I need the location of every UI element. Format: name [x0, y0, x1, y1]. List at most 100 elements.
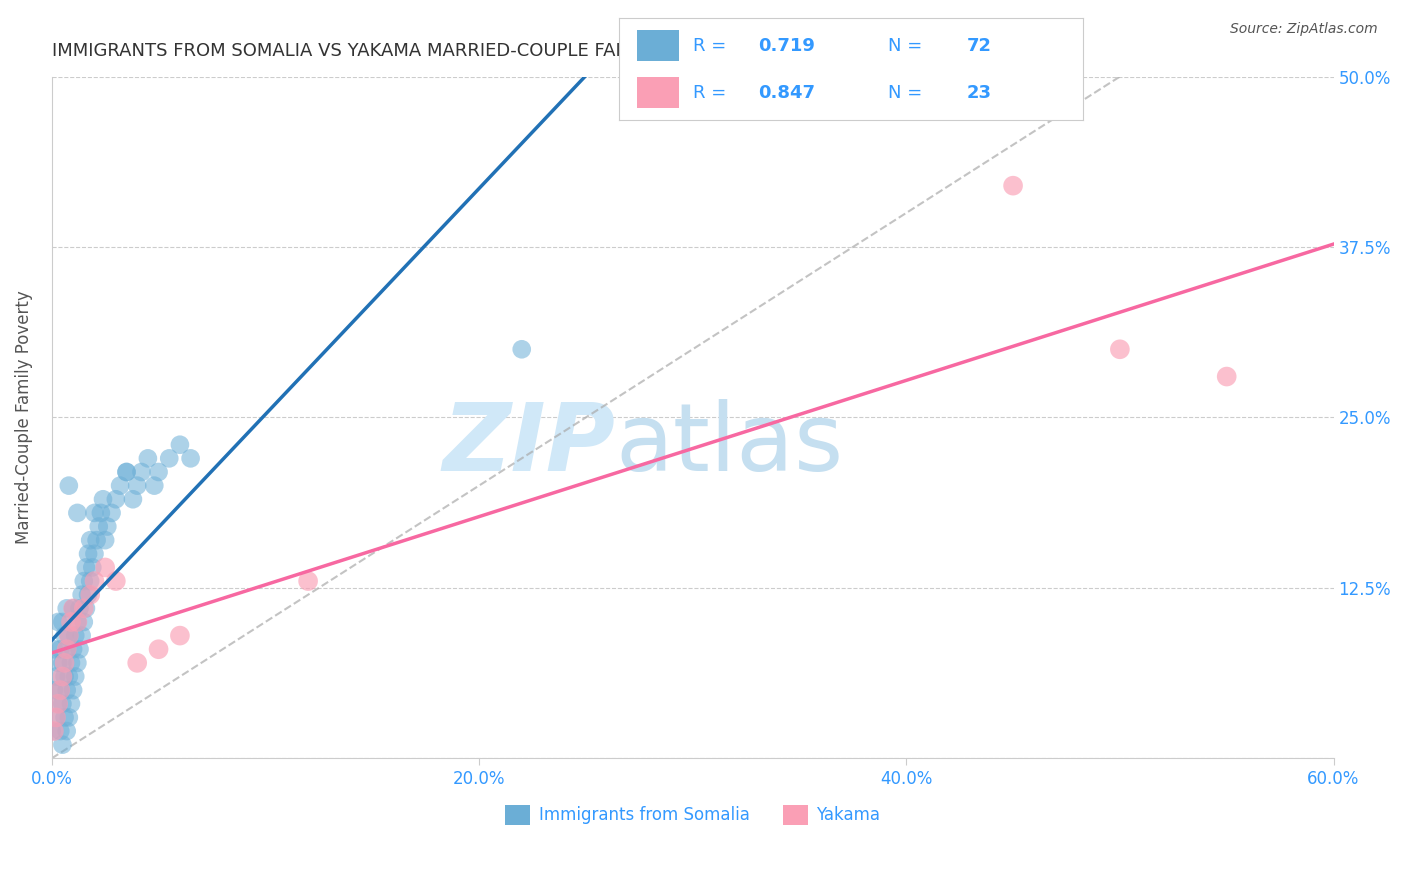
Text: 0.719: 0.719	[758, 37, 814, 54]
Point	[46, 697, 69, 711]
Point	[94, 533, 117, 548]
Text: R =: R =	[693, 84, 733, 102]
Point	[55, 642, 77, 657]
Point	[66, 656, 89, 670]
Point	[55, 724, 77, 739]
Point	[148, 465, 170, 479]
Point	[46, 697, 69, 711]
Point	[53, 710, 76, 724]
Point	[55, 601, 77, 615]
Point	[42, 642, 65, 657]
Point	[94, 560, 117, 574]
Text: N =: N =	[887, 37, 928, 54]
Text: 0.847: 0.847	[758, 84, 815, 102]
Point	[73, 574, 96, 588]
Point	[169, 629, 191, 643]
Point	[62, 642, 84, 657]
Point	[100, 506, 122, 520]
Point	[49, 683, 72, 698]
Point	[53, 669, 76, 683]
Point	[58, 478, 80, 492]
Point	[127, 656, 149, 670]
Point	[58, 629, 80, 643]
Point	[58, 710, 80, 724]
Point	[510, 343, 533, 357]
Point	[115, 465, 138, 479]
Point	[108, 478, 131, 492]
Point	[122, 492, 145, 507]
Point	[90, 506, 112, 520]
Point	[87, 519, 110, 533]
Point	[79, 574, 101, 588]
Point	[58, 629, 80, 643]
Point	[49, 683, 72, 698]
Point	[91, 492, 114, 507]
Point	[51, 669, 73, 683]
Point	[1215, 369, 1237, 384]
Text: 23: 23	[967, 84, 991, 102]
Text: atlas: atlas	[616, 399, 844, 491]
Point	[53, 629, 76, 643]
Text: Source: ZipAtlas.com: Source: ZipAtlas.com	[1230, 22, 1378, 37]
Point	[58, 669, 80, 683]
Point	[69, 601, 91, 615]
Text: 72: 72	[967, 37, 991, 54]
Point	[1002, 178, 1025, 193]
Point	[65, 669, 87, 683]
Point	[79, 588, 101, 602]
Point	[51, 656, 73, 670]
Point	[169, 438, 191, 452]
Point	[75, 601, 97, 615]
Point	[104, 492, 127, 507]
Point	[86, 533, 108, 548]
Point	[73, 615, 96, 629]
Point	[45, 710, 67, 724]
Point	[62, 683, 84, 698]
Point	[51, 615, 73, 629]
Point	[46, 615, 69, 629]
Point	[66, 615, 89, 629]
Bar	[637, 30, 679, 61]
Point	[148, 642, 170, 657]
Point	[127, 478, 149, 492]
Point	[83, 547, 105, 561]
Point	[115, 465, 138, 479]
Point	[83, 574, 105, 588]
Point	[104, 574, 127, 588]
Point	[41, 724, 63, 739]
Legend: Immigrants from Somalia, Yakama: Immigrants from Somalia, Yakama	[499, 798, 887, 831]
Point	[51, 697, 73, 711]
Point	[77, 547, 100, 561]
Point	[79, 533, 101, 548]
Y-axis label: Married-Couple Family Poverty: Married-Couple Family Poverty	[15, 291, 32, 544]
Point	[136, 451, 159, 466]
Point	[45, 669, 67, 683]
Point	[42, 683, 65, 698]
Point	[83, 506, 105, 520]
Point	[65, 629, 87, 643]
Point	[51, 738, 73, 752]
Point	[69, 642, 91, 657]
Point	[297, 574, 319, 588]
Point	[66, 506, 89, 520]
Point	[77, 588, 100, 602]
Point	[62, 601, 84, 615]
Point	[143, 478, 166, 492]
Point	[59, 656, 82, 670]
Point	[59, 615, 82, 629]
Text: N =: N =	[887, 84, 928, 102]
Point	[82, 560, 104, 574]
Point	[157, 451, 180, 466]
Point	[49, 642, 72, 657]
Point	[1109, 343, 1132, 357]
Bar	[637, 78, 679, 108]
Point	[131, 465, 153, 479]
Point	[53, 656, 76, 670]
Point	[96, 519, 118, 533]
Point	[73, 601, 96, 615]
Point	[55, 642, 77, 657]
Point	[59, 697, 82, 711]
Point	[75, 560, 97, 574]
Point	[70, 629, 93, 643]
Point	[70, 588, 93, 602]
